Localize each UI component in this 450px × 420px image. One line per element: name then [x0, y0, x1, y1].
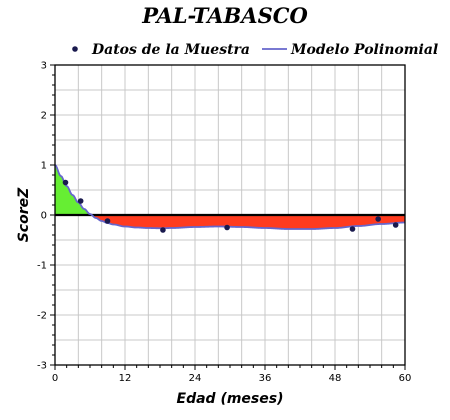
data-points [62, 179, 399, 233]
x-tick-label: 12 [119, 373, 132, 384]
model-polinomial-line [54, 164, 406, 230]
legend-label-modelo: Modelo Polinomial [290, 42, 438, 58]
x-tick-label: 36 [259, 373, 272, 384]
x-tick-label: 0 [52, 373, 58, 384]
negative-area-fill [91, 215, 405, 229]
x-axis-label: Edad (meses) [177, 391, 284, 407]
y-tick-label: -3 [37, 361, 47, 372]
x-tick-label: 48 [329, 373, 342, 384]
x-tick-label: 24 [189, 373, 202, 384]
y-tick-label: -1 [37, 261, 47, 272]
area-fills [55, 165, 405, 229]
y-tick-label: 0 [41, 211, 47, 222]
x-axis-ticks: 0 12 24 36 48 60 [52, 365, 412, 384]
y-tick-label: 3 [41, 61, 47, 72]
data-point [375, 216, 381, 222]
model-line-layer [54, 164, 406, 230]
data-point [77, 198, 84, 204]
legend: Datos de la Muestra Modelo Polinomial [72, 42, 438, 58]
legend-label-datos: Datos de la Muestra [91, 42, 250, 58]
y-axis-label: ScoreZ [16, 187, 32, 242]
y-tick-label: 1 [41, 161, 47, 172]
data-point [392, 222, 399, 228]
positive-area-fill [55, 165, 92, 215]
x-tick-label: 60 [399, 373, 412, 384]
legend-marker-datos [72, 46, 78, 52]
data-point [160, 227, 166, 233]
data-point [224, 224, 230, 231]
data-point [349, 226, 356, 232]
y-axis-ticks: 3 2 1 0 -1 -2 -3 [37, 61, 55, 372]
data-point [62, 179, 69, 186]
data-point [104, 218, 111, 224]
y-tick-label: 2 [41, 111, 47, 122]
y-tick-label: -2 [37, 311, 47, 322]
chart-title: PAL-TABASCO [141, 3, 308, 28]
